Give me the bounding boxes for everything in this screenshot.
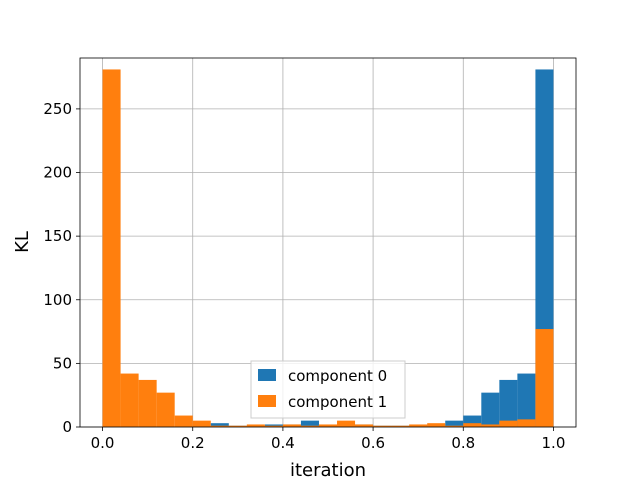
- legend-swatch-component-1: [258, 395, 276, 407]
- legend-box: [250, 360, 406, 419]
- bar-component-1: [517, 419, 536, 427]
- bar-component-1: [409, 424, 428, 427]
- x-tick-label: 0.4: [271, 434, 295, 452]
- y-axis-label: KL: [12, 231, 33, 253]
- x-tick-label: 1.0: [542, 434, 566, 452]
- x-axis-ticks: 0.0 0.2 0.4 0.6 0.8 1.0: [91, 427, 566, 452]
- bar-component-0: [463, 415, 482, 427]
- y-tick-label: 100: [43, 291, 72, 309]
- bar-component-0: [481, 392, 500, 427]
- bar-component-1: [246, 424, 265, 427]
- bar-component-1: [355, 424, 374, 427]
- series-component-1-bars: [102, 69, 554, 427]
- bar-component-1: [192, 420, 211, 427]
- bar-component-0: [210, 423, 229, 427]
- bar-component-1: [318, 424, 338, 427]
- legend-label-component-1: component 1: [288, 393, 387, 411]
- bar-component-1: [373, 425, 392, 427]
- bar-component-1: [210, 425, 229, 427]
- bar-component-0: [499, 379, 518, 427]
- bar-component-1: [481, 424, 500, 427]
- bar-component-1: [445, 425, 464, 427]
- y-tick-label: 200: [43, 164, 72, 182]
- bar-component-1: [463, 423, 482, 427]
- legend: component 0 component 1: [250, 360, 406, 419]
- y-tick-label: 150: [43, 227, 72, 245]
- x-tick-label: 0.2: [181, 434, 205, 452]
- bar-component-0: [300, 420, 319, 427]
- x-tick-label: 0.0: [91, 434, 115, 452]
- y-tick-label: 50: [53, 354, 72, 372]
- y-tick-label: 250: [43, 100, 72, 118]
- bar-component-1: [156, 392, 175, 427]
- legend-label-component-0: component 0: [288, 367, 387, 385]
- bar-component-1: [391, 425, 410, 427]
- y-axis-ticks: 0 50 100 150 200 250: [43, 100, 80, 436]
- bar-component-1: [282, 424, 301, 427]
- bar-component-1: [138, 379, 157, 427]
- bar-component-1: [499, 420, 518, 427]
- x-axis-label: iteration: [290, 460, 366, 480]
- bar-component-0: [517, 373, 536, 427]
- plot-frame: [79, 57, 577, 428]
- bar-component-1: [427, 423, 446, 427]
- x-tick-label: 0.6: [361, 434, 385, 452]
- bar-component-1: [264, 425, 283, 427]
- bar-component-1: [300, 425, 319, 427]
- legend-swatch-component-0: [258, 369, 276, 381]
- bar-component-1: [535, 329, 554, 427]
- y-tick-label: 0: [62, 418, 72, 436]
- bar-component-1: [174, 415, 193, 427]
- bar-component-1: [337, 420, 356, 427]
- bar-component-0: [445, 420, 464, 427]
- bar-component-1: [102, 69, 121, 427]
- bar-component-1: [120, 373, 139, 427]
- bar-component-1: [228, 425, 247, 427]
- x-tick-label: 0.8: [451, 434, 475, 452]
